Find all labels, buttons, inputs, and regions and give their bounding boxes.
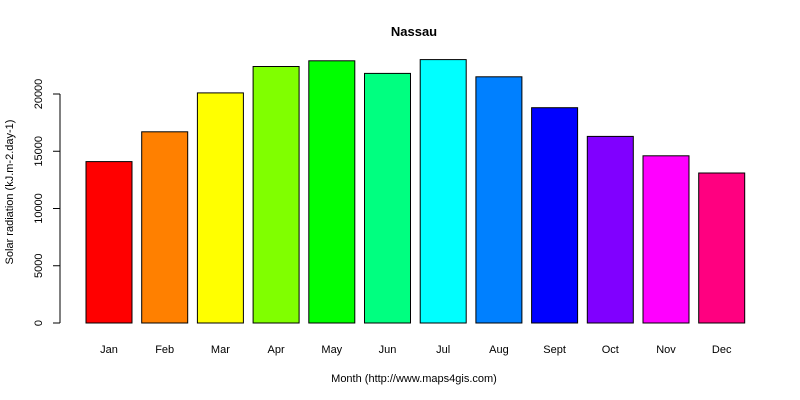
x-tick-label: Feb	[155, 344, 174, 356]
bars-group	[85, 59, 746, 324]
bar-feb	[141, 131, 189, 324]
x-tick-label: Apr	[268, 344, 285, 356]
x-tick-label: May	[321, 344, 342, 356]
x-tick-label: Aug	[489, 344, 509, 356]
bar-jul	[419, 59, 467, 324]
y-tick-label: 0	[33, 320, 45, 326]
bar-dec	[698, 172, 746, 324]
bar-jan	[85, 161, 133, 324]
x-tick-label: Sept	[543, 344, 566, 356]
x-tick-label: Nov	[656, 344, 676, 356]
x-tick-label: Jul	[436, 344, 450, 356]
bar-sept	[531, 107, 579, 324]
y-tick-label: 5000	[33, 254, 45, 278]
y-tick-label: 15000	[33, 136, 45, 167]
x-tick-label: Dec	[712, 344, 732, 356]
x-axis-label: Month (http://www.maps4gis.com)	[331, 373, 497, 385]
bar-aug	[475, 76, 523, 324]
x-tick-label: Oct	[602, 344, 619, 356]
bar-nov	[642, 155, 690, 324]
bar-may	[308, 60, 356, 324]
bar-oct	[586, 135, 634, 324]
y-tick-label: 10000	[33, 193, 45, 224]
x-tick-label: Jun	[379, 344, 397, 356]
x-tick-label: Mar	[211, 344, 230, 356]
bar-apr	[252, 66, 300, 324]
y-axis: 0 5000 10000 15000 20000	[33, 79, 61, 326]
x-tick-label: Jan	[100, 344, 118, 356]
y-axis-label: Solar radiation (kJ.m-2.day-1)	[4, 120, 16, 265]
bar-jun	[364, 72, 411, 324]
bar-mar	[196, 92, 244, 324]
x-tick-labels: Jan Feb Mar Apr May Jun Jul Aug Sept Oct Nov Dec	[100, 344, 732, 356]
y-tick-label: 20000	[33, 79, 45, 110]
chart-title: Nassau	[391, 24, 437, 39]
